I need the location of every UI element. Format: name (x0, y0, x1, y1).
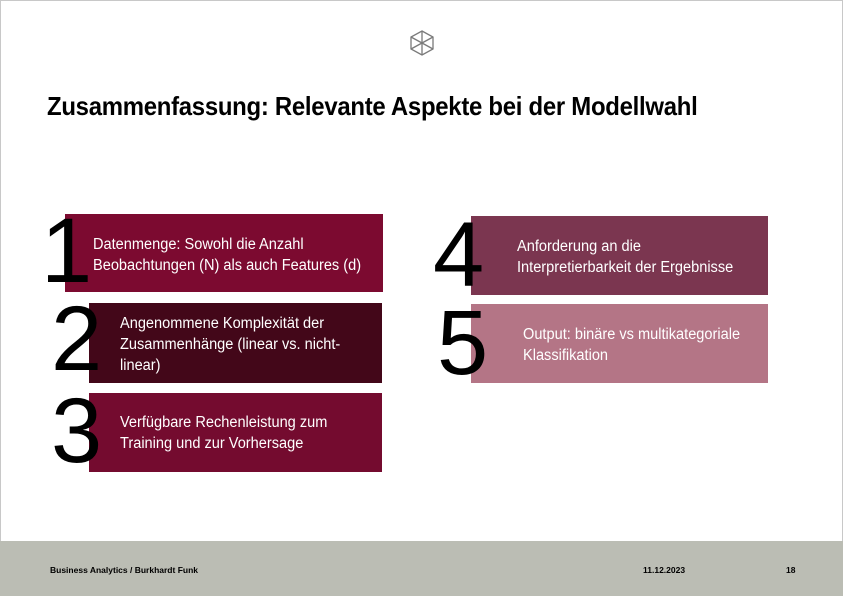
page-title: Zusammenfassung: Relevante Aspekte bei d… (47, 91, 698, 121)
aspect-number-4: 4 (433, 204, 484, 306)
aspect-text-2: Angenommene Komplexität der Zusammenhäng… (120, 315, 341, 374)
aspect-text-5: Output: binäre vs multikategoriale Klass… (523, 326, 741, 364)
aspect-box-3: Verfügbare Rechenleistung zum Training u… (89, 393, 382, 472)
aspect-number-1: 1 (41, 200, 92, 302)
aspect-box-1: Datenmenge: Sowohl die Anzahl Beobachtun… (65, 214, 383, 292)
aspect-text-4: Anforderung an die Interpretierbarkeit d… (517, 238, 734, 276)
aspect-text-3: Verfügbare Rechenleistung zum Training u… (120, 414, 328, 452)
footer-date: 11.12.2023 (643, 565, 686, 575)
cube-icon (410, 30, 434, 56)
aspect-text-1: Datenmenge: Sowohl die Anzahl Beobachtun… (93, 236, 362, 274)
aspect-number-5: 5 (437, 292, 488, 394)
aspect-number-3: 3 (51, 380, 102, 482)
footer: Business Analytics / Burkhardt Funk 11.1… (0, 541, 843, 596)
aspect-box-4: Anforderung an die Interpretierbarkeit d… (471, 216, 768, 295)
footer-page-number: 18 (786, 565, 796, 575)
slide: Zusammenfassung: Relevante Aspekte bei d… (0, 0, 843, 541)
footer-author: Business Analytics / Burkhardt Funk (50, 565, 198, 575)
aspect-box-2: Angenommene Komplexität der Zusammenhäng… (89, 303, 382, 383)
aspect-box-5: Output: binäre vs multikategoriale Klass… (471, 304, 768, 383)
aspect-number-2: 2 (51, 288, 102, 390)
